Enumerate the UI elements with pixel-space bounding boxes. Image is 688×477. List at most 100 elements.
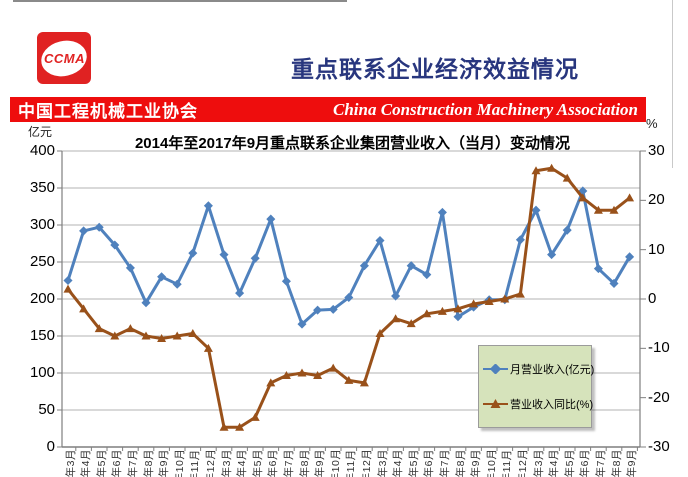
x-axis-label: 15年10月 <box>329 449 342 477</box>
data-point-triangle <box>188 329 198 338</box>
x-axis-label: 17年3月 <box>532 449 545 477</box>
x-axis-label: 17年5月 <box>563 449 576 477</box>
data-point-triangle <box>515 289 525 298</box>
x-axis-label: 17年4月 <box>548 449 561 477</box>
data-point-triangle <box>593 205 603 214</box>
x-axis-label: 16年5月 <box>407 449 420 477</box>
viewport-edge-line <box>672 0 673 168</box>
data-point-triangle <box>422 309 432 318</box>
y-axis-label-right: -30 <box>648 438 670 455</box>
data-point-triangle <box>266 378 276 387</box>
association-banner: 中国工程机械工业协会 China Construction Machinery … <box>10 97 646 122</box>
x-axis-label: 15年12月 <box>360 449 373 477</box>
data-point-triangle <box>157 333 167 342</box>
data-point-triangle <box>313 370 323 379</box>
x-axis-label: 15年7月 <box>282 449 295 477</box>
data-point-diamond <box>172 279 182 289</box>
data-point-triangle <box>609 205 619 214</box>
x-axis-label: 14年8月 <box>142 449 155 477</box>
data-point-triangle <box>141 331 151 340</box>
data-point-diamond <box>266 214 276 224</box>
y-axis-label-left: 0 <box>46 438 55 455</box>
y-axis-label-left: 200 <box>29 290 55 307</box>
x-axis-label: 17年6月 <box>579 449 592 477</box>
legend-marker-revenue-icon <box>483 364 508 375</box>
data-point-diamond <box>219 250 229 260</box>
data-point-triangle <box>437 306 447 315</box>
y-axis-label-right: 0 <box>648 290 657 307</box>
x-axis-label: 14年4月 <box>80 449 93 477</box>
x-axis-label: 16年11月 <box>501 449 514 477</box>
legend-item-revenue: 月营业收入(亿元) <box>483 361 594 377</box>
x-axis-label: 14年11月 <box>189 449 202 477</box>
x-axis-label: 14年6月 <box>111 449 124 477</box>
series-line-0 <box>66 189 632 326</box>
data-point-triangle <box>531 166 541 175</box>
data-point-diamond <box>625 252 635 262</box>
data-point-triangle <box>125 324 135 333</box>
x-axis-label: 14年12月 <box>204 449 217 477</box>
y-axis-label-right: 30 <box>648 142 665 159</box>
legend-item-yoy: 营业收入同比(%) <box>483 396 593 412</box>
data-point-triangle <box>406 319 416 328</box>
data-point-triangle <box>578 193 588 202</box>
x-axis-label: 15年6月 <box>267 449 280 477</box>
x-axis-label: 16年8月 <box>454 449 467 477</box>
x-axis-label: 16年6月 <box>423 449 436 477</box>
x-axis-label: 15年3月 <box>220 449 233 477</box>
legend-label-revenue: 月营业收入(亿元) <box>510 364 595 377</box>
data-point-triangle <box>453 304 463 313</box>
x-axis-label: 15年4月 <box>236 449 249 477</box>
page-title: 重点联系企业经济效益情况 <box>291 56 579 82</box>
data-point-triangle <box>110 331 120 340</box>
y-axis-label-right: -10 <box>648 339 670 357</box>
data-point-triangle <box>484 296 494 305</box>
y-axis-label-left: 100 <box>29 364 55 381</box>
legend-label-yoy: 营业收入同比(%) <box>510 398 594 411</box>
y-axis-label-left: 350 <box>29 179 55 196</box>
data-point-triangle <box>172 331 182 340</box>
x-axis-label: 15年11月 <box>345 449 358 477</box>
data-point-diamond <box>188 248 198 258</box>
data-point-triangle <box>375 329 385 338</box>
data-point-diamond <box>609 278 619 288</box>
x-axis-label: 15年8月 <box>298 449 311 477</box>
x-axis-label: 17年8月 <box>610 449 623 477</box>
data-point-triangle <box>235 422 245 431</box>
ccma-logo: CCMA <box>37 32 91 84</box>
y-axis-label-left: 150 <box>29 327 55 344</box>
chart-legend: 月营业收入(亿元) 营业收入同比(%) <box>478 345 594 428</box>
data-point-diamond <box>235 288 245 298</box>
x-axis-label: 14年7月 <box>126 449 139 477</box>
x-axis-label: 16年12月 <box>516 449 529 477</box>
x-axis-label: 14年10月 <box>173 449 186 477</box>
data-point-diamond <box>547 250 557 260</box>
data-point-triangle <box>359 378 369 387</box>
y-axis-label-left: 50 <box>38 401 55 418</box>
data-point-diamond <box>94 222 104 232</box>
data-point-triangle <box>469 299 479 308</box>
x-axis-label: 16年3月 <box>376 449 389 477</box>
data-point-triangle <box>344 375 354 384</box>
data-point-diamond <box>281 276 291 286</box>
data-point-triangle <box>250 412 260 421</box>
x-axis-label: 14年9月 <box>158 449 171 477</box>
x-axis-label: 17年7月 <box>594 449 607 477</box>
x-axis-label: 16年7月 <box>438 449 451 477</box>
association-name-cn: 中国工程机械工业协会 <box>18 102 198 121</box>
data-point-triangle <box>547 163 557 172</box>
x-axis-label: 15年5月 <box>251 449 264 477</box>
association-name-en: China Construction Machinery Association <box>333 99 638 119</box>
data-point-triangle <box>297 368 307 377</box>
chart-title: 2014年至2017年9月重点联系企业集团营业收入（当月）变动情况 <box>134 135 571 152</box>
data-point-triangle <box>281 370 291 379</box>
data-point-triangle <box>94 324 104 333</box>
x-axis-label: 16年4月 <box>392 449 405 477</box>
right-axis-unit: % <box>646 116 658 131</box>
legend-marker-yoy-icon <box>483 398 508 408</box>
data-point-diamond <box>141 298 151 308</box>
data-point-diamond <box>79 226 89 236</box>
data-point-triangle <box>79 304 89 313</box>
data-point-diamond <box>437 207 447 217</box>
